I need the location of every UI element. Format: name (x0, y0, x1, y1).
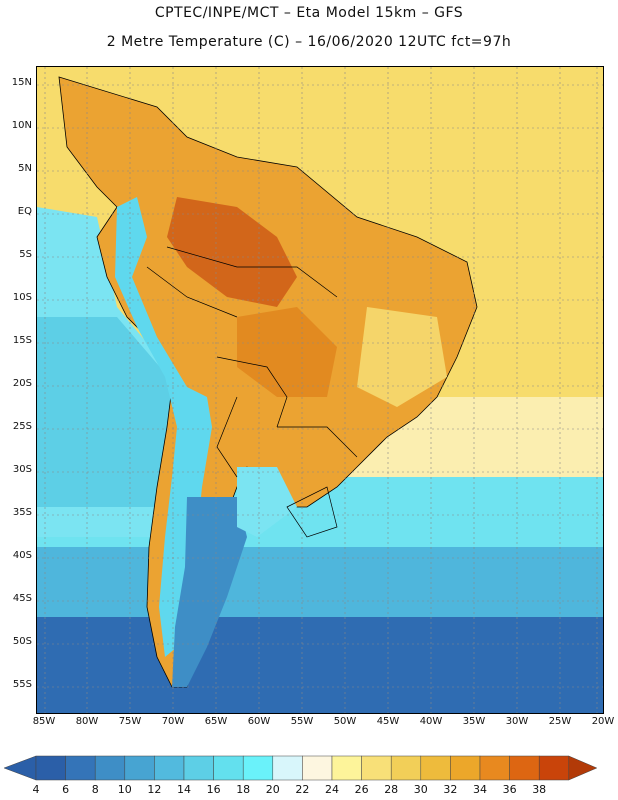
legend-swatch (302, 755, 333, 781)
legend-value-label: 12 (147, 783, 162, 796)
legend-value-label: 16 (206, 783, 221, 796)
lat-label: 35S (12, 507, 32, 518)
graticule (37, 67, 603, 713)
lon-label: 70W (161, 716, 185, 727)
legend-value-label: 28 (384, 783, 399, 796)
legend-value-label: 24 (325, 783, 339, 796)
legend-value-label: 32 (443, 783, 458, 796)
legend-swatch (65, 755, 96, 781)
legend-value-label: 4 (32, 783, 40, 796)
legend-swatch (361, 755, 392, 781)
legend-value-label: 38 (532, 783, 547, 796)
legend-value-label: 34 (473, 783, 487, 796)
lat-label: 15N (11, 77, 32, 88)
country-borders (146, 246, 358, 538)
southern-cone-cool (237, 467, 297, 537)
legend-value-label: 26 (354, 783, 369, 796)
lon-label: 80W (75, 716, 99, 727)
legend-value-label: 20 (265, 783, 280, 796)
legend-swatch (35, 755, 66, 781)
lon-label: 65W (204, 716, 228, 727)
legend-swatch (154, 755, 185, 781)
patagonia-cold (172, 497, 247, 687)
lat-label: 50S (12, 636, 32, 647)
lon-label: 45W (376, 716, 400, 727)
lat-label: 55S (12, 679, 32, 690)
lon-label: 40W (419, 716, 443, 727)
lat-label: 10N (11, 120, 32, 131)
amazon-hot-region (167, 197, 297, 307)
legend-value-label: 30 (413, 783, 428, 796)
interior-hot-region (237, 307, 337, 397)
legend-value-label: 10 (117, 783, 132, 796)
lat-label: 15S (12, 335, 32, 346)
legend-swatch (94, 755, 126, 781)
lon-label: 55W (290, 716, 314, 727)
legend-swatch (242, 755, 274, 781)
lon-label: 50W (333, 716, 357, 727)
legend-swatch (272, 755, 303, 781)
legend-value-label: 14 (177, 783, 191, 796)
legend-value-label: 18 (236, 783, 251, 796)
lat-label: EQ (17, 206, 32, 217)
lon-label: 35W (462, 716, 486, 727)
legend-low-arrow (4, 755, 37, 781)
legend-swatch (183, 755, 214, 781)
legend-swatch (213, 755, 244, 781)
color-legend (4, 755, 598, 781)
legend-swatch (509, 755, 540, 781)
legend-swatch (331, 755, 362, 781)
legend-value-label: 22 (295, 783, 310, 796)
lat-label: 25S (12, 421, 32, 432)
legend-swatch (450, 755, 481, 781)
lon-label: 20W (591, 716, 615, 727)
legend-swatch (124, 755, 155, 781)
temperature-map (36, 66, 604, 714)
lon-label: 85W (32, 716, 56, 727)
lat-label: 5S (19, 249, 32, 260)
legend-value-label: 8 (91, 783, 99, 796)
legend-swatch (420, 755, 451, 781)
lat-label: 45S (12, 593, 32, 604)
ocean-cool-band (37, 547, 603, 627)
pacific-cooler-water (37, 317, 177, 507)
legend-swatch (479, 755, 510, 781)
legend-value-label: 6 (62, 783, 70, 796)
lon-label: 75W (118, 716, 142, 727)
map-title: CPTEC/INPE/MCT – Eta Model 15km – GFS (154, 5, 464, 21)
lon-label: 25W (548, 716, 572, 727)
lat-label: 5N (18, 163, 32, 174)
brazil-east-warm (357, 307, 447, 407)
ocean-cold-band (37, 617, 603, 713)
legend-swatch (390, 755, 422, 781)
lon-label: 30W (505, 716, 529, 727)
lat-label: 10S (12, 292, 32, 303)
lat-label: 20S (12, 378, 32, 389)
lat-label: 40S (12, 550, 32, 561)
legend-swatch (538, 755, 570, 781)
lat-label: 30S (12, 464, 32, 475)
lon-label: 60W (247, 716, 271, 727)
map-subtitle: 2 Metre Temperature (C) – 16/06/2020 12U… (106, 34, 512, 50)
legend-high-arrow (568, 755, 598, 781)
legend-value-label: 36 (502, 783, 517, 796)
